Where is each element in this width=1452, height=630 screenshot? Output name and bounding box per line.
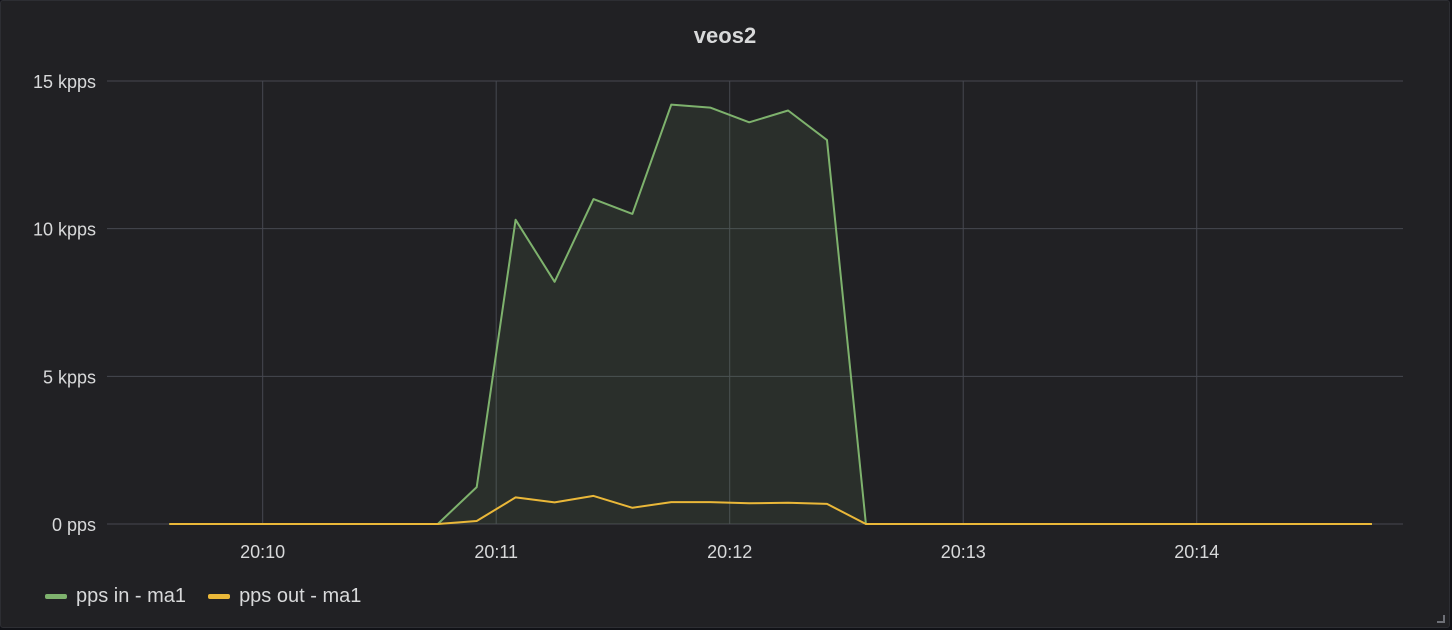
legend-swatch: [45, 594, 67, 599]
series-line-0[interactable]: [169, 103, 1372, 525]
legend-label: pps in - ma1: [76, 585, 187, 607]
legend-swatch: [208, 594, 231, 599]
axis-ticks: 0 pps 5 kpps 10 kpps 15 kpps 20:10 20:11 20:12…: [33, 72, 1219, 562]
x-tick-label: 20:14: [1174, 542, 1219, 562]
y-tick-label: 0 pps: [52, 515, 96, 535]
y-tick-label: 15 kpps: [33, 72, 96, 92]
series-area-0: [169, 104, 1372, 524]
chart-area[interactable]: 0 pps 5 kpps 10 kpps 15 kpps 20:10 20:11 20:12…: [1, 1, 1451, 581]
y-tick-label: 5 kpps: [43, 367, 96, 387]
x-tick-label: 20:11: [474, 542, 518, 562]
y-tick-label: 10 kpps: [33, 220, 96, 240]
series-line-1[interactable]: [169, 494, 1372, 525]
series-lines: [169, 103, 1372, 525]
legend-label: pps out - ma1: [239, 585, 362, 607]
legend: pps in - ma1 pps out - ma1: [45, 585, 361, 608]
series-areas: [169, 104, 1372, 524]
panel-resize-handle[interactable]: [1437, 615, 1445, 623]
x-tick-label: 20:12: [707, 542, 752, 562]
x-tick-label: 20:13: [941, 542, 986, 562]
legend-item[interactable]: pps out - ma1: [208, 585, 361, 608]
panel-title[interactable]: veos2: [693, 23, 757, 48]
x-tick-label: 20:10: [240, 542, 285, 562]
legend-item[interactable]: pps in - ma1: [45, 585, 186, 608]
